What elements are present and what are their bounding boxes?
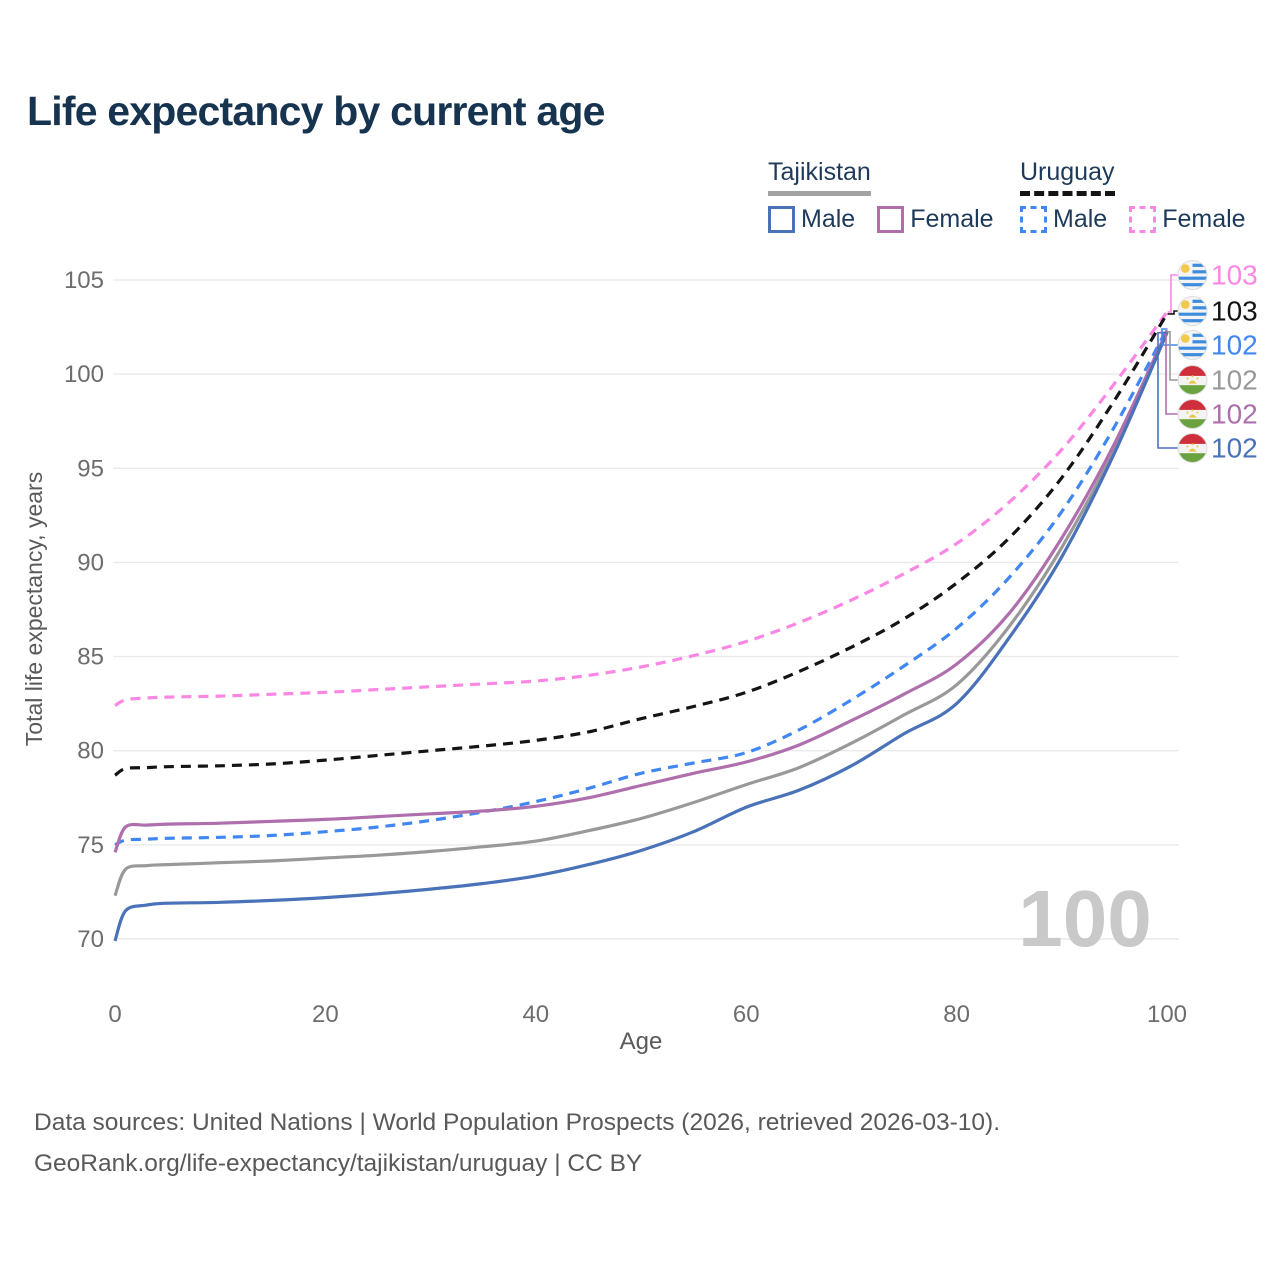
flag-circle-border <box>1177 365 1208 395</box>
series-line-uruguay-female <box>114 311 1169 707</box>
legend-item-label: Male <box>1053 205 1108 233</box>
series-line-tajikistan-female <box>113 330 1169 854</box>
uruguay-male-swatch-icon <box>1020 206 1047 233</box>
legend-group-tajikistan: Tajikistan Male Female <box>768 158 1016 234</box>
series-line-uruguay-male <box>114 328 1169 847</box>
y-tick-label: 90 <box>77 549 104 576</box>
tajikistan-flag-icon <box>1178 365 1207 395</box>
age-counter-watermark: 100 <box>1018 874 1151 963</box>
end-label-connector <box>1165 330 1178 415</box>
footer: Data sources: United Nations | World Pop… <box>34 1102 1000 1184</box>
end-value-label: 102 <box>1211 433 1258 464</box>
y-axis-title: Total life expectancy, years <box>21 472 47 746</box>
tajikistan-flag-icon <box>1178 399 1207 429</box>
y-tick-label: 75 <box>77 832 104 859</box>
legend-items-uruguay: Male Female <box>1020 205 1268 234</box>
legend-item-label: Female <box>1162 205 1246 233</box>
end-label-connector <box>1157 331 1178 449</box>
end-value-label: 103 <box>1211 260 1258 291</box>
tajikistan-flag-icon <box>1178 433 1207 463</box>
legend-item-uruguay-female[interactable]: Female <box>1129 205 1246 234</box>
end-value-label: 102 <box>1211 330 1258 361</box>
x-tick-label: 100 <box>1147 1001 1187 1028</box>
series-line-tajikistan-male <box>113 332 1169 942</box>
x-tick-label: 40 <box>522 1001 549 1028</box>
flag-circle-border <box>1177 296 1208 326</box>
uruguay-flag-icon <box>1178 296 1207 326</box>
footer-data-sources: Data sources: United Nations | World Pop… <box>34 1109 1001 1136</box>
x-tick-label: 20 <box>312 1001 339 1028</box>
end-label-connector <box>1167 310 1178 315</box>
legend-item-label: Female <box>910 205 994 233</box>
end-label-connector <box>1167 274 1178 313</box>
footer-attribution: GeoRank.org/life-expectancy/tajikistan/u… <box>34 1150 643 1177</box>
y-tick-label: 95 <box>77 455 104 482</box>
legend-item-label: Male <box>801 205 856 233</box>
flag-circle-border <box>1177 399 1208 429</box>
x-axis-title: Age <box>620 1028 663 1055</box>
series-line-uruguay-both <box>114 313 1169 777</box>
tajikistan-female-swatch-icon <box>877 206 905 233</box>
x-tick-label: 80 <box>943 1001 970 1028</box>
y-tick-label: 85 <box>77 644 104 671</box>
y-tick-label: 105 <box>64 267 104 294</box>
x-tick-label: 60 <box>733 1001 760 1028</box>
flag-circle-border <box>1177 260 1208 290</box>
legend-item-tajikistan-male[interactable]: Male <box>768 205 855 234</box>
legend-item-tajikistan-female[interactable]: Female <box>877 205 994 234</box>
legend-country-tajikistan: Tajikistan <box>768 158 871 196</box>
y-tick-label: 100 <box>64 361 104 388</box>
end-label-connector <box>1167 331 1178 381</box>
uruguay-flag-icon <box>1178 330 1207 360</box>
legend-items-tajikistan: Male Female <box>768 205 1016 234</box>
series-line-tajikistan-both <box>113 331 1169 897</box>
legend-country-uruguay: Uruguay <box>1020 158 1115 196</box>
flag-circle-border <box>1177 433 1208 463</box>
tajikistan-male-swatch-icon <box>768 206 795 233</box>
end-value-label: 102 <box>1211 399 1258 430</box>
uruguay-female-swatch-icon <box>1129 206 1157 233</box>
end-value-label: 102 <box>1211 365 1258 396</box>
y-tick-label: 80 <box>77 738 104 765</box>
legend-group-uruguay: Uruguay Male Female <box>1020 158 1268 234</box>
legend-item-uruguay-male[interactable]: Male <box>1020 205 1107 234</box>
flag-circle-border <box>1177 330 1208 360</box>
page-title: Life expectancy by current age <box>27 88 605 134</box>
end-value-label: 103 <box>1211 296 1258 327</box>
x-tick-label: 0 <box>108 1001 121 1028</box>
y-tick-label: 70 <box>77 926 104 953</box>
